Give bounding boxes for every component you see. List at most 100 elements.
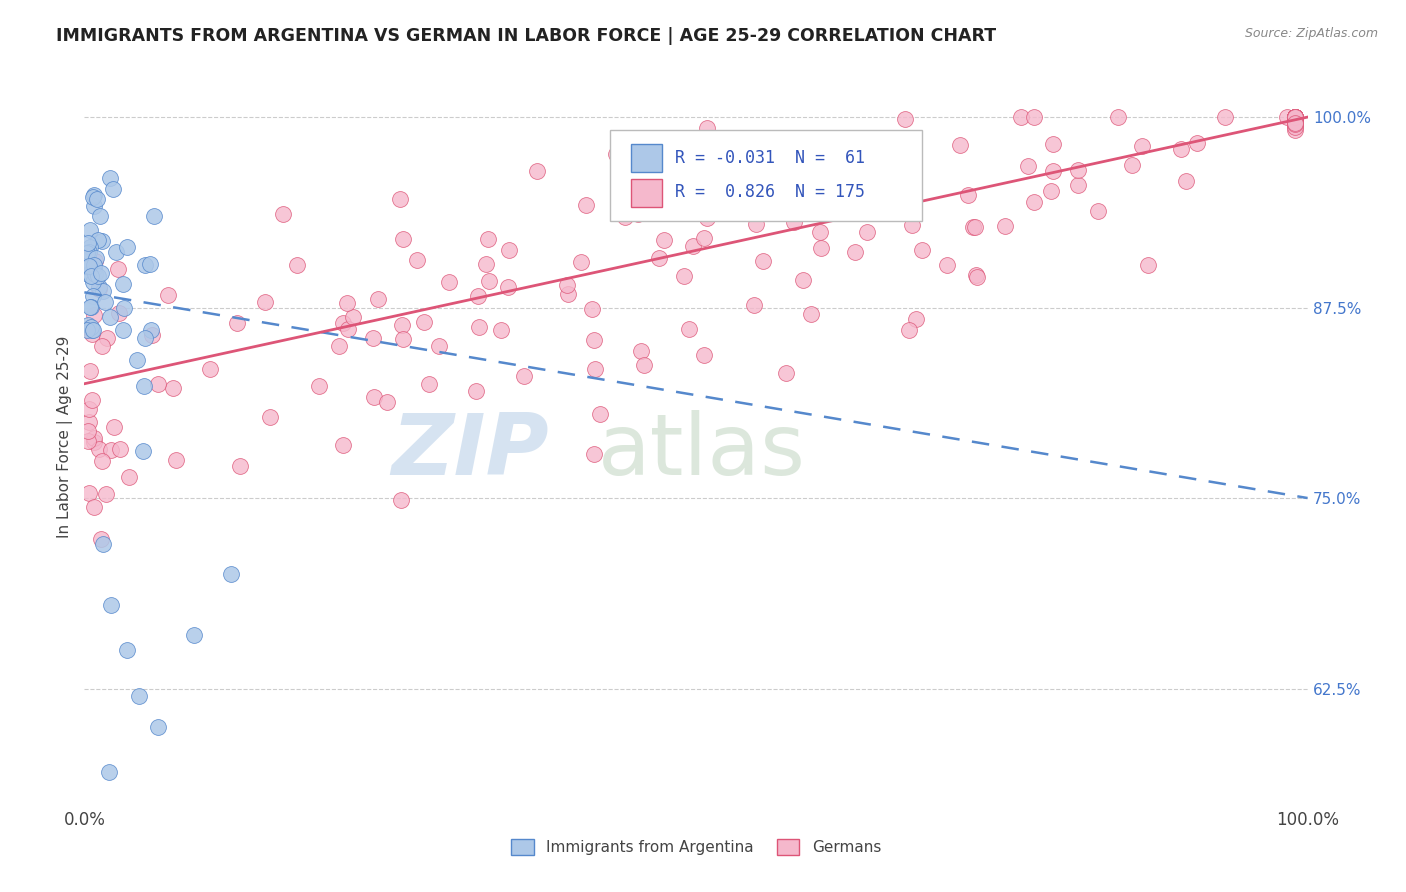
Point <box>467 289 489 303</box>
Text: IMMIGRANTS FROM ARGENTINA VS GERMAN IN LABOR FORCE | AGE 25-29 CORRELATION CHART: IMMIGRANTS FROM ARGENTINA VS GERMAN IN L… <box>56 27 997 45</box>
Point <box>1284 115 1306 129</box>
Point <box>678 322 700 336</box>
Point <box>226 316 249 330</box>
Point <box>1042 137 1064 152</box>
Point <box>966 269 988 284</box>
Point <box>80 392 103 407</box>
Point <box>1284 110 1306 124</box>
Point <box>165 453 187 467</box>
Point <box>91 284 114 298</box>
Point <box>132 378 155 392</box>
Point <box>134 331 156 345</box>
Point <box>1284 114 1306 128</box>
Point <box>107 262 129 277</box>
Point <box>683 169 706 183</box>
Point <box>936 258 959 272</box>
Point <box>162 381 184 395</box>
Point <box>97 765 120 780</box>
Point <box>139 323 162 337</box>
Point <box>775 367 797 381</box>
Point <box>392 332 415 346</box>
FancyBboxPatch shape <box>610 130 922 221</box>
Point <box>363 390 385 404</box>
Point <box>633 358 655 372</box>
Point <box>83 308 105 322</box>
Point <box>1010 110 1032 124</box>
Point <box>1175 173 1198 187</box>
Point <box>89 210 111 224</box>
Point <box>112 277 135 291</box>
Point <box>80 320 103 334</box>
Point <box>107 306 129 320</box>
Point <box>111 323 134 337</box>
Point <box>134 258 156 272</box>
Point <box>1284 110 1306 124</box>
Point <box>332 317 354 331</box>
Point <box>474 257 496 271</box>
Point <box>1067 162 1090 177</box>
Point <box>1284 110 1306 124</box>
Point <box>253 295 276 310</box>
Point <box>132 443 155 458</box>
Point <box>76 323 98 337</box>
Point <box>103 419 125 434</box>
Point <box>800 307 823 321</box>
Legend: Immigrants from Argentina, Germans: Immigrants from Argentina, Germans <box>505 833 887 861</box>
Point <box>468 320 491 334</box>
Point <box>77 244 100 259</box>
Point <box>1277 110 1299 124</box>
Point <box>498 243 520 257</box>
Point <box>994 219 1017 233</box>
Point <box>1284 110 1306 124</box>
Point <box>652 233 675 247</box>
Point <box>115 643 138 657</box>
Point <box>814 151 837 165</box>
Point <box>90 532 112 546</box>
Point <box>77 485 100 500</box>
Point <box>1284 112 1306 126</box>
Point <box>361 331 384 345</box>
Point <box>101 182 124 196</box>
Point <box>1284 113 1306 128</box>
Point <box>79 300 101 314</box>
Point <box>139 257 162 271</box>
Point <box>82 190 104 204</box>
Point <box>1067 178 1090 192</box>
Point <box>388 192 411 206</box>
Point <box>76 268 98 282</box>
Point <box>98 171 121 186</box>
Point <box>894 112 917 127</box>
Point <box>219 567 242 582</box>
Point <box>128 689 150 703</box>
Point <box>1284 110 1306 124</box>
Point <box>100 598 122 612</box>
Point <box>792 273 814 287</box>
Point <box>582 447 605 461</box>
Point <box>229 458 252 473</box>
Text: ZIP: ZIP <box>391 410 550 493</box>
Point <box>752 254 775 268</box>
Point <box>98 310 121 324</box>
Point <box>83 431 105 445</box>
Point <box>83 500 105 515</box>
Point <box>405 253 427 268</box>
Point <box>285 259 308 273</box>
Point <box>93 294 115 309</box>
Point <box>375 394 398 409</box>
Point <box>90 235 112 249</box>
Point <box>96 331 118 345</box>
Point <box>76 245 98 260</box>
Point <box>108 442 131 456</box>
Point <box>86 192 108 206</box>
Point <box>1284 110 1306 124</box>
Point <box>1284 110 1306 124</box>
Point <box>583 334 606 348</box>
Point <box>1121 158 1143 172</box>
Point <box>148 377 170 392</box>
Point <box>273 206 295 220</box>
Point <box>83 435 105 450</box>
Point <box>904 312 927 326</box>
Point <box>112 301 135 315</box>
Point <box>82 323 104 337</box>
Point <box>808 225 831 239</box>
